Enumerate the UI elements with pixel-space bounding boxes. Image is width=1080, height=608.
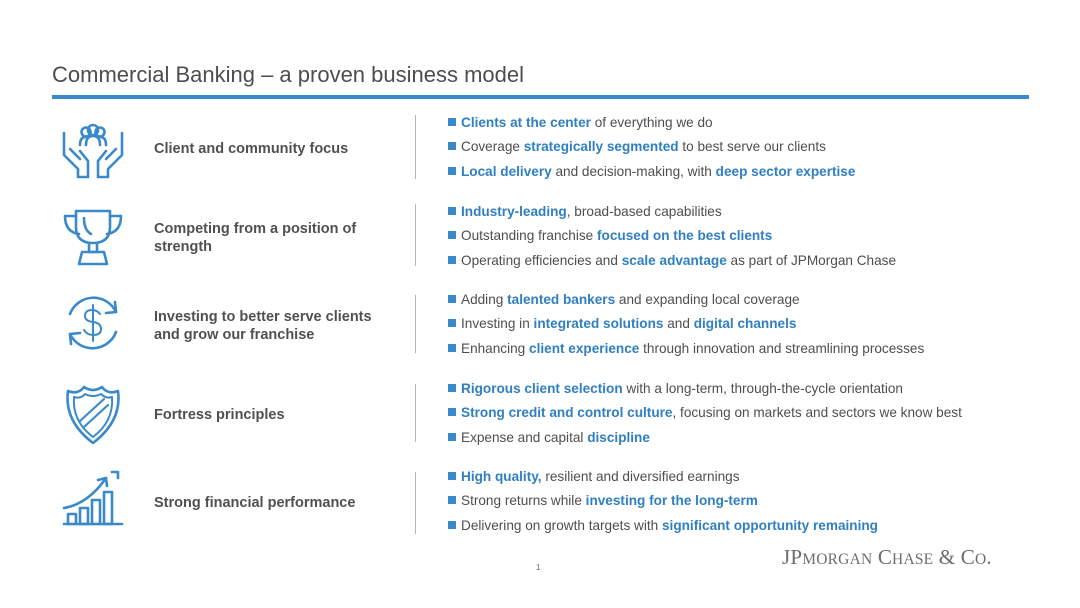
bullet-item: Strong credit and control culture, focus…	[448, 401, 1048, 425]
bullet-highlight: deep sector expertise	[715, 163, 856, 179]
bullet-item: High quality, resilient and diversified …	[448, 465, 1048, 489]
bullet-square-icon	[448, 432, 456, 441]
bullet-text: Coverage	[461, 139, 524, 155]
bullet-highlight: Local delivery	[461, 163, 552, 179]
bullet-highlight: talented bankers	[507, 292, 616, 307]
bullet-highlight: Clients at the center	[461, 115, 591, 130]
bullet-text: Expense and capital	[461, 429, 588, 445]
bullet-text: Strong returns while	[461, 493, 586, 509]
bullet-highlight: integrated solutions	[533, 316, 664, 332]
bullet-square-icon	[448, 231, 456, 240]
bullet-square-icon	[448, 166, 456, 175]
bullet-square-icon	[448, 118, 456, 126]
bullet-text: Adding	[461, 292, 508, 307]
bullet-text: and expanding local coverage	[615, 292, 800, 307]
bullet-text: Delivering on growth targets with	[461, 517, 662, 533]
row-label: Competing from a position of strength	[154, 221, 357, 255]
page-number: 1	[536, 563, 541, 572]
bullet-text: Enhancing	[461, 340, 530, 356]
bullet-highlight: High quality,	[461, 469, 542, 484]
bullet-item: Outstanding franchise focused on the bes…	[448, 224, 1048, 248]
row-label: Client and community focus	[154, 141, 349, 157]
bullet-highlight: significant opportunity remaining	[661, 517, 878, 533]
bullet-highlight: Strong credit and control culture	[461, 405, 673, 421]
bullet-item: Expense and capital discipline	[448, 426, 1048, 450]
bullet-square-icon	[448, 472, 456, 480]
bullet-text: resilient and diversified earnings	[541, 469, 740, 484]
row-label: Investing to better serve clients and gr…	[154, 309, 372, 343]
bullet-square-icon	[448, 142, 456, 151]
bullet-square-icon	[448, 384, 456, 392]
bullet-highlight: Rigorous client selection	[461, 381, 623, 396]
row-divider	[415, 295, 416, 353]
bullet-text: , broad-based capabilities	[566, 204, 722, 219]
bullet-square-icon	[448, 520, 456, 529]
bullet-highlight: discipline	[587, 429, 650, 445]
hands-holding-people-icon	[60, 119, 126, 185]
bullet-text: and decision-making, with	[551, 163, 716, 179]
bullet-text: , focusing on markets and sectors we kno…	[672, 405, 962, 421]
bullet-item: Adding talented bankers and expanding lo…	[448, 288, 1048, 312]
row-divider	[415, 115, 416, 179]
bullet-square-icon	[448, 207, 456, 215]
bullet-item: Industry-leading, broad-based capabiliti…	[448, 200, 1048, 224]
shield-icon	[60, 381, 126, 447]
bullet-list: Clients at the center of everything we d…	[448, 111, 1048, 184]
slide-title: Commercial Banking – a proven business m…	[52, 62, 525, 87]
bullet-item: Investing in integrated solutions and di…	[448, 312, 1048, 336]
bullet-text: Operating efficiencies and	[461, 252, 622, 268]
bullet-text: Outstanding franchise	[461, 228, 598, 244]
title-underline	[52, 95, 1029, 99]
bullet-item: Local delivery and decision-making, with…	[448, 160, 1048, 184]
row-divider	[415, 204, 416, 266]
bullet-item: Clients at the center of everything we d…	[448, 111, 1048, 135]
bullet-item: Delivering on growth targets with signif…	[448, 514, 1048, 538]
bullet-highlight: focused on the best clients	[597, 228, 773, 244]
bullet-list: High quality, resilient and diversified …	[448, 465, 1048, 538]
bullet-square-icon	[448, 496, 456, 505]
bullet-highlight: scale advantage	[621, 252, 727, 268]
bullet-item: Enhancing client experience through inno…	[448, 337, 1048, 361]
bullet-text: Investing in	[461, 316, 534, 332]
bullet-item: Operating efficiencies and scale advanta…	[448, 249, 1048, 273]
row-divider	[415, 384, 416, 442]
bullet-list: Industry-leading, broad-based capabiliti…	[448, 200, 1048, 273]
bullet-text: of everything we do	[590, 115, 713, 130]
growth-bar-chart-icon	[60, 468, 126, 534]
bullet-text: to best serve our clients	[678, 139, 826, 155]
bullet-highlight: digital channels	[693, 316, 797, 332]
bullet-highlight: investing for the long-term	[585, 493, 758, 509]
jpmorgan-chase-logo: JPMORGAN CHASE & CO.	[782, 545, 992, 569]
row-label: Strong financial performance	[154, 495, 356, 511]
bullet-square-icon	[448, 319, 456, 328]
bullet-highlight: strategically segmented	[523, 139, 679, 155]
bullet-highlight: Industry-leading	[461, 204, 567, 219]
bullet-text: as part of JPMorgan Chase	[726, 252, 897, 268]
bullet-list: Rigorous client selection with a long-te…	[448, 377, 1048, 450]
bullet-square-icon	[448, 295, 456, 303]
bullet-text: and	[663, 316, 694, 332]
row-label: Fortress principles	[154, 407, 285, 423]
bullet-text: with a long-term, through-the-cycle orie…	[622, 381, 903, 396]
bullet-square-icon	[448, 343, 456, 352]
dollar-cycle-icon	[60, 290, 126, 356]
bullet-highlight: client experience	[529, 340, 640, 356]
bullet-square-icon	[448, 408, 456, 417]
trophy-icon	[60, 206, 126, 272]
bullet-list: Adding talented bankers and expanding lo…	[448, 288, 1048, 361]
bullet-item: Strong returns while investing for the l…	[448, 489, 1048, 513]
row-divider	[415, 472, 416, 534]
bullet-item: Coverage strategically segmented to best…	[448, 135, 1048, 159]
bullet-item: Rigorous client selection with a long-te…	[448, 377, 1048, 401]
bullet-text: through innovation and streamlining proc…	[639, 340, 925, 356]
bullet-square-icon	[448, 255, 456, 264]
